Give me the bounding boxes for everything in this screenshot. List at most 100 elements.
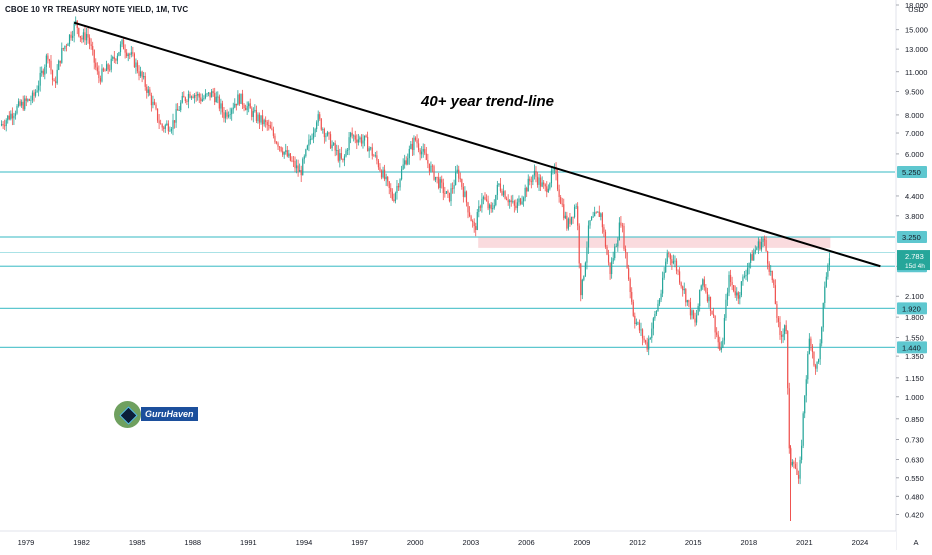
candle-body bbox=[343, 156, 346, 161]
candle-body bbox=[468, 212, 471, 217]
candle-body bbox=[124, 49, 126, 53]
candle-body bbox=[215, 96, 217, 103]
time-tick-label: 1997 bbox=[351, 538, 368, 547]
candle-body bbox=[705, 287, 707, 293]
candle-body bbox=[334, 143, 336, 151]
candle-body bbox=[816, 361, 818, 369]
candle-body bbox=[228, 114, 230, 117]
candle-body bbox=[118, 52, 120, 56]
candle-body bbox=[615, 246, 617, 248]
candle-body bbox=[407, 158, 409, 165]
candle-body bbox=[669, 254, 671, 260]
candle-body bbox=[794, 463, 797, 469]
price-tick-label: 6.000 bbox=[905, 150, 924, 159]
candle-body bbox=[184, 97, 186, 101]
candle-body bbox=[495, 194, 497, 206]
candle-body bbox=[547, 188, 549, 193]
candle-body bbox=[691, 310, 693, 316]
candle-body bbox=[424, 149, 426, 154]
candle-body bbox=[212, 91, 214, 94]
countdown-label: 15d 4h bbox=[905, 263, 925, 270]
plot-area[interactable] bbox=[0, 0, 895, 531]
candle-body bbox=[8, 115, 10, 120]
candle-body bbox=[306, 145, 308, 150]
candle-body bbox=[439, 179, 441, 188]
candle-body bbox=[762, 238, 764, 242]
candle-body bbox=[507, 199, 509, 203]
candle-body bbox=[506, 198, 508, 200]
candle-body bbox=[223, 112, 225, 119]
candle-body bbox=[271, 128, 273, 130]
candle-body bbox=[419, 149, 421, 155]
candle-body bbox=[143, 76, 145, 78]
candle-body bbox=[363, 135, 366, 141]
candle-body bbox=[475, 226, 477, 230]
candle-body bbox=[782, 334, 784, 337]
candle-body bbox=[502, 191, 505, 196]
candle-body bbox=[130, 52, 132, 55]
candle-body bbox=[211, 91, 213, 98]
level-tag bbox=[897, 341, 927, 354]
candle-body bbox=[784, 325, 786, 335]
time-axis[interactable] bbox=[0, 531, 896, 550]
candle-body bbox=[445, 191, 447, 194]
candle-body bbox=[544, 184, 546, 187]
candle-body bbox=[394, 192, 397, 202]
candle-body bbox=[590, 217, 593, 221]
candle-body bbox=[68, 34, 71, 44]
candle-body bbox=[526, 187, 528, 192]
candle-body bbox=[368, 148, 370, 152]
candle-body bbox=[484, 197, 486, 200]
candle-body bbox=[404, 160, 406, 165]
candle-body bbox=[320, 118, 322, 130]
candle-body bbox=[535, 170, 537, 177]
candle-body bbox=[153, 101, 156, 105]
candle-body bbox=[90, 44, 92, 47]
candle-body bbox=[597, 211, 599, 213]
candle-body bbox=[683, 289, 685, 291]
candle-body bbox=[172, 120, 174, 130]
candle-body bbox=[770, 270, 772, 272]
candle-body bbox=[595, 212, 597, 214]
candle-body bbox=[192, 96, 194, 98]
candle-body bbox=[788, 388, 790, 449]
candle-body bbox=[436, 176, 438, 178]
candle-body bbox=[132, 52, 134, 54]
candle-body bbox=[282, 151, 284, 155]
candle-body bbox=[686, 300, 688, 303]
price-tick-label: 15.000 bbox=[905, 26, 928, 35]
candle-body bbox=[411, 143, 414, 150]
candle-body bbox=[519, 198, 522, 205]
candle-body bbox=[146, 86, 148, 93]
candle-body bbox=[260, 115, 262, 123]
candle-body bbox=[24, 98, 26, 110]
candle-body bbox=[240, 93, 242, 104]
candle-body bbox=[787, 331, 789, 389]
price-tick-label: 7.000 bbox=[905, 129, 924, 138]
candle-body bbox=[119, 44, 122, 53]
candle-body bbox=[178, 110, 180, 111]
candle-body bbox=[248, 103, 250, 107]
price-tick-label: 8.000 bbox=[905, 111, 924, 120]
time-tick-label: 1985 bbox=[129, 538, 146, 547]
candle-body bbox=[22, 101, 24, 110]
candle-body bbox=[723, 317, 725, 341]
resistance-zone bbox=[478, 237, 831, 248]
price-axis[interactable] bbox=[896, 0, 932, 550]
candle-body bbox=[451, 188, 454, 190]
candle-body bbox=[48, 59, 51, 61]
candle-body bbox=[158, 120, 160, 124]
candle-body bbox=[570, 216, 573, 224]
candle-body bbox=[473, 222, 475, 227]
auto-scale-button[interactable]: A bbox=[913, 538, 918, 547]
candle-body bbox=[408, 148, 410, 159]
trend-line[interactable] bbox=[73, 21, 881, 268]
candle-body bbox=[822, 302, 824, 328]
candle-body bbox=[728, 274, 730, 293]
candle-body bbox=[458, 169, 460, 179]
candle-body bbox=[112, 56, 114, 59]
candle-body bbox=[377, 160, 380, 168]
candle-body bbox=[405, 160, 407, 165]
